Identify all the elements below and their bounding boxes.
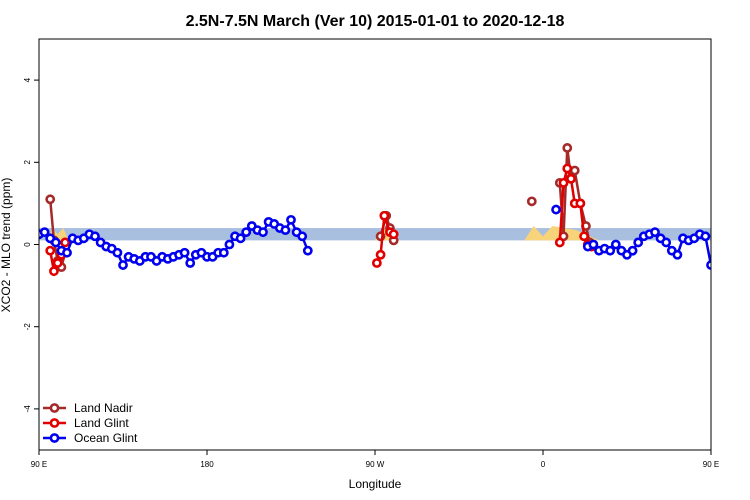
series-point-land-glint-3-3 — [741, 270, 748, 277]
series-point-land-glint-1-0 — [371, 258, 382, 268]
y-tick-label-2: 0 — [23, 242, 32, 247]
series-point-land-nadir-4-2 — [743, 264, 750, 271]
plot-inner — [39, 143, 750, 277]
series-point-ocean-glint-0-37 — [241, 227, 252, 238]
x-tick-label-1: 180 — [200, 460, 214, 469]
series-point-ocean-glint-2-12 — [650, 227, 660, 238]
y-tick-label-1: -2 — [23, 323, 32, 331]
y-tick-label-3: 2 — [23, 160, 32, 165]
series-line-land-nadir-4 — [737, 199, 750, 267]
plot-frame — [38, 38, 712, 451]
series-point-land-glint-3-0 — [726, 231, 733, 238]
series-point-ocean-glint-2-14 — [661, 237, 672, 248]
series-point-ocean-glint-0-15 — [118, 260, 128, 270]
series-point-ocean-glint-0-48 — [302, 245, 313, 256]
x-tick-label-3: 0 — [541, 460, 546, 469]
series-point-ocean-glint-2-22 — [706, 260, 711, 270]
legend-marker-land-glint — [49, 418, 60, 428]
series-point-land-glint-1-2 — [379, 210, 390, 221]
chart-title: 2.5N-7.5N March (Ver 10) 2015-01-01 to 2… — [186, 13, 565, 30]
series-point-ocean-glint-0-44 — [280, 225, 291, 236]
legend-marker-land-nadir — [49, 403, 60, 413]
series-point-ocean-glint-2-21 — [700, 231, 711, 242]
legend-label-ocean-glint: Ocean Glint — [74, 431, 138, 445]
series-point-land-glint-2-1 — [558, 177, 569, 188]
series-point-ocean-glint-0-1 — [39, 227, 50, 238]
series-point-land-glint-2-5 — [575, 198, 586, 209]
series-point-ocean-glint-0-45 — [286, 214, 296, 225]
series-point-land-nadir-3-2 — [562, 143, 573, 153]
x-tick-label-4: 90 E — [703, 460, 719, 469]
series-point-land-nadir-4-1 — [737, 233, 744, 240]
series-line-land-glint-3 — [730, 234, 750, 273]
series-point-land-nadir-4-0 — [734, 196, 741, 203]
series-point-land-glint-1-1 — [375, 249, 386, 260]
series-point-land-glint-0-4 — [60, 237, 71, 248]
series-point-ocean-glint-0-26 — [179, 247, 190, 258]
series-point-land-nadir-4-3 — [747, 251, 750, 258]
land-mask-3 — [720, 226, 746, 240]
series-point-land-glint-3-4 — [745, 259, 750, 266]
series-point-land-nadir-2-0 — [526, 196, 537, 207]
series-point-ocean-glint-0-34 — [224, 239, 235, 250]
series-point-ocean-glint-2-5 — [610, 239, 621, 250]
series-point-ocean-glint-2-8 — [627, 245, 638, 256]
legend-marker-ocean-glint — [49, 433, 60, 443]
series-point-land-glint-0-2 — [52, 258, 63, 268]
legend-label-land-glint: Land Glint — [74, 416, 129, 430]
y-axis-label: XCO2 - MLO trend (ppm) — [0, 178, 13, 313]
x-axis-label: Longitude — [349, 477, 402, 491]
y-tick-label-4: 4 — [23, 77, 32, 82]
legend-label-land-nadir: Land Nadir — [74, 401, 133, 415]
series-point-ocean-glint-0-5 — [62, 247, 72, 258]
series-point-ocean-glint-0-40 — [258, 227, 268, 238]
series-point-land-glint-3-2 — [737, 247, 744, 254]
series-point-land-glint-0-1 — [49, 266, 59, 277]
series-point-land-glint-3-1 — [734, 247, 741, 254]
x-tick-label-0: 90 E — [31, 460, 47, 469]
series-point-ocean-glint-2-4 — [605, 245, 616, 256]
series-point-ocean-glint-0-36 — [235, 233, 246, 244]
series-point-ocean-glint-2-16 — [672, 249, 683, 260]
series-point-land-glint-2-3 — [566, 173, 576, 184]
series-point-ocean-glint-1-0 — [551, 204, 561, 215]
series-point-ocean-glint-0-14 — [112, 247, 123, 258]
series-point-land-glint-2-6 — [579, 231, 589, 242]
series-point-ocean-glint-0-47 — [297, 231, 308, 242]
series-point-ocean-glint-2-9 — [633, 237, 644, 248]
reference-band — [39, 228, 711, 241]
series-point-land-glint-2-0 — [554, 237, 565, 248]
series-point-land-nadir-0-0 — [45, 194, 56, 205]
series-point-ocean-glint-0-27 — [185, 258, 196, 268]
y-tick-label-0: -4 — [23, 405, 32, 413]
series-point-land-glint-1-4 — [388, 229, 399, 240]
plot-area: 90 E 180 90 W 0 90 E -4 -2 0 2 4 — [23, 38, 750, 469]
series-point-land-nadir-3-4 — [569, 165, 580, 176]
x-tick-label-2: 90 W — [366, 460, 385, 469]
series-point-ocean-glint-0-10 — [90, 231, 100, 242]
series-point-ocean-glint-0-33 — [218, 247, 229, 258]
series-point-land-glint-2-2 — [562, 163, 573, 174]
series-point-ocean-glint-2-1 — [588, 239, 599, 250]
series-point-land-glint-0-0 — [45, 245, 56, 256]
series-point-ocean-glint-0-3 — [50, 237, 61, 248]
